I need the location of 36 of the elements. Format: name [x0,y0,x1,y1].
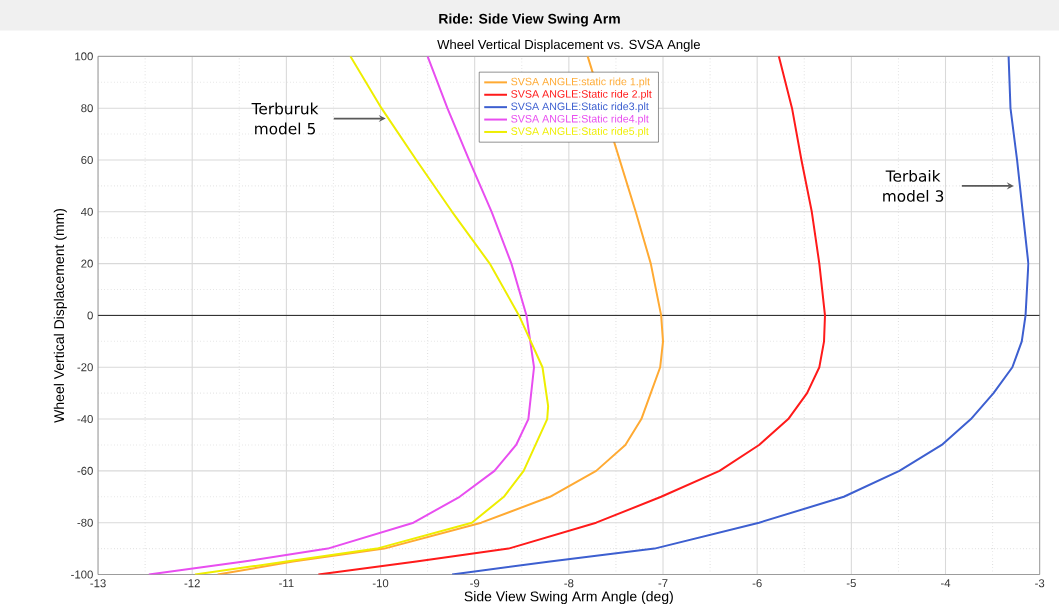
legend-label: SVSA ANGLE:Static ride 2.plt [511,90,652,101]
line-series [317,56,826,575]
y-tick-label: 20 [81,259,93,268]
x-tick-label: -9 [470,579,480,588]
x-tick-label: -10 [372,579,389,588]
x-tick-label: -7 [658,579,668,588]
legend-label: SVSA ANGLE:static ride 1.plt [511,77,650,88]
x-tick-label: -12 [184,579,200,588]
line-series [216,56,665,575]
x-tick-label: -8 [564,579,574,588]
x-axis-title: Side View Swing Arm Angle (deg) [464,591,673,605]
x-tick-label: -3 [1035,579,1045,588]
legend-label: SVSA ANGLE:Static ride5.plt [511,127,649,138]
chart-subtitle: Wheel Vertical Displacement vs. SVSA Angle [437,39,700,52]
x-tick-label: -13 [90,579,106,588]
y-tick-label: -80 [77,518,93,527]
y-tick-label: 0 [87,311,93,320]
line-series [451,56,1030,575]
x-tick-label: -4 [940,579,951,588]
y-tick-label: -20 [77,363,93,372]
x-tick-label: -5 [846,579,856,588]
annotation: Terburuk model 5 [251,102,319,135]
annotation: Terbaik model 3 [883,170,944,203]
y-tick-label: 40 [80,208,93,217]
x-tick-label: -6 [752,579,762,588]
y-axis-title: Wheel Vertical Displacement (mm) [53,209,67,423]
y-tick-label: -40 [77,415,93,424]
y-tick-label: 100 [75,52,93,61]
chart-title: Ride: Side View Swing Arm [439,13,620,27]
x-tick-label: -11 [279,579,294,588]
y-tick-label: 60 [81,156,93,165]
y-tick-label: -60 [77,467,93,476]
y-tick-label: -100 [71,570,93,579]
legend-label: SVSA ANGLE:Static ride3.plt [511,102,649,113]
legend-label: SVSA ANGLE:Static ride4.plt [511,114,649,125]
y-tick-label: 80 [81,104,93,113]
